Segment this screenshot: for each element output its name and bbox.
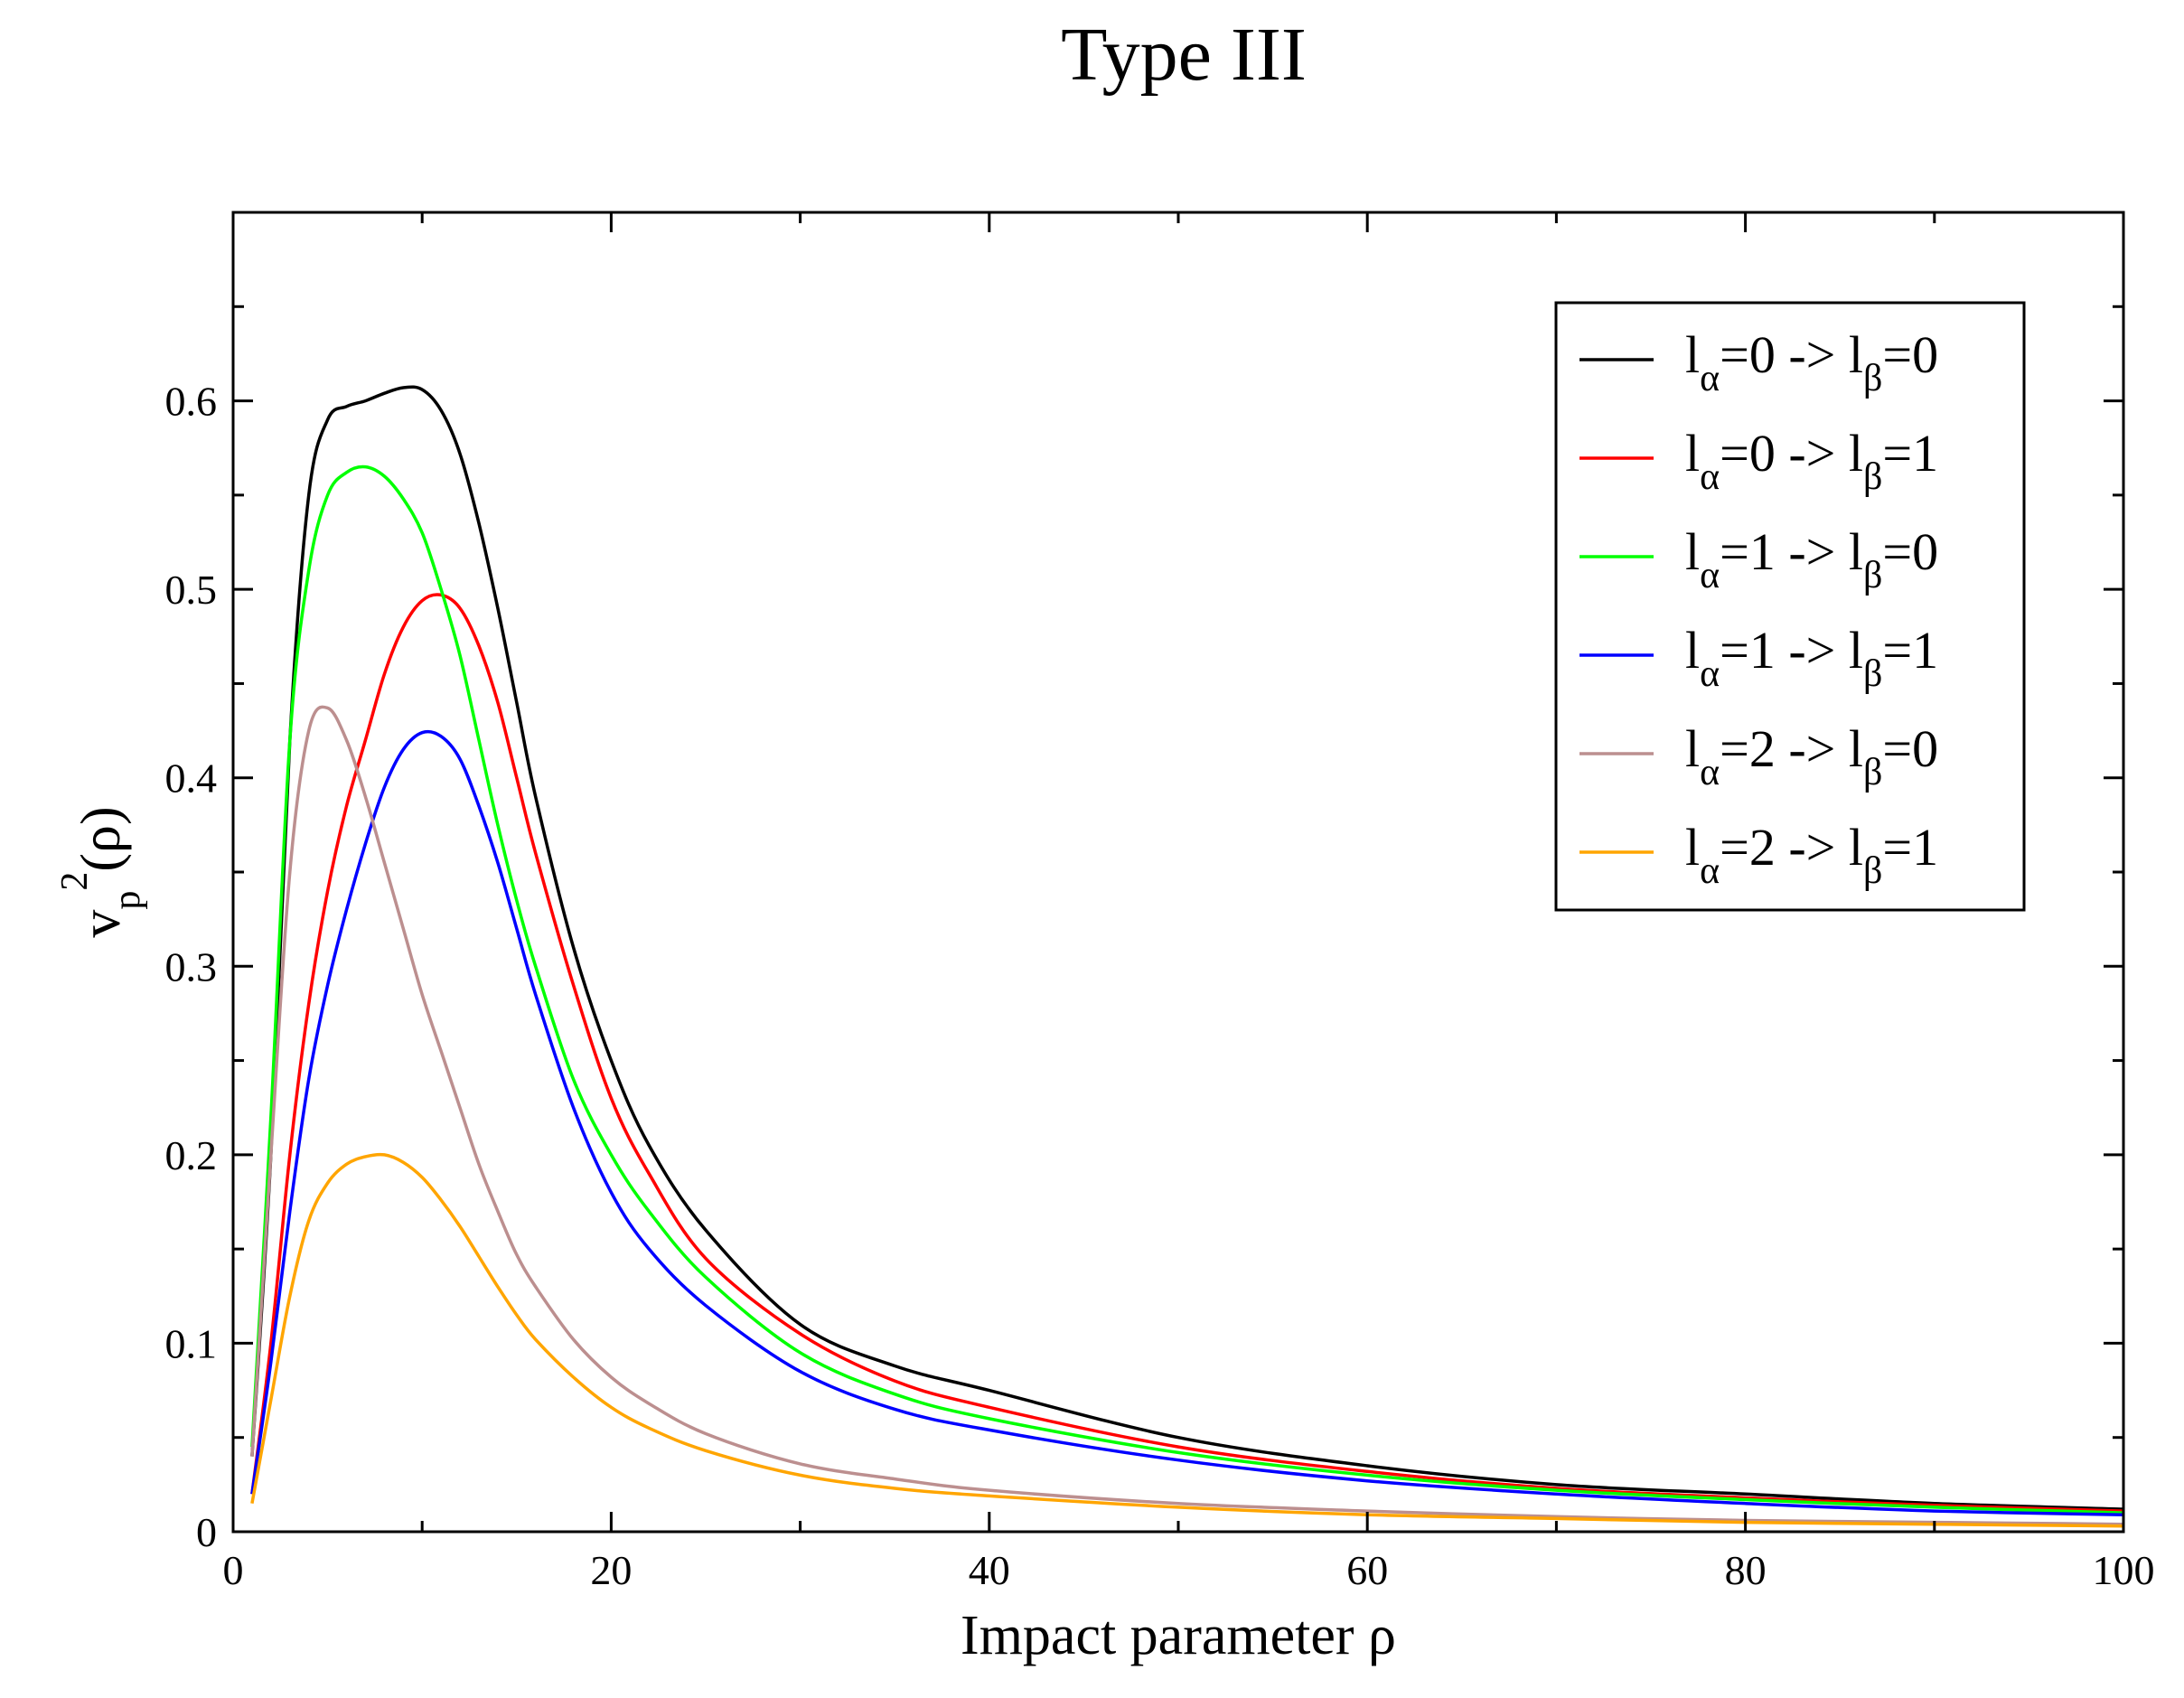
series-line-2 [250, 593, 2124, 1513]
series-line-6 [250, 1152, 2124, 1528]
y-axis-label: vp2(ρ) [54, 806, 148, 937]
series-line-1 [250, 385, 2124, 1511]
y-tick-label: 0.2 [165, 1132, 218, 1178]
svg-text:vp2(ρ): vp2(ρ) [54, 806, 148, 937]
chart-title: Type III [1061, 13, 1307, 97]
legend-box [1554, 301, 2026, 912]
y-tick-label: 0.1 [165, 1320, 218, 1366]
x-tick-label: 40 [969, 1547, 1010, 1593]
y-tick-label: 0 [196, 1509, 217, 1555]
legend-label-3: lα=1 -> lβ=0 [1685, 522, 1938, 596]
y-tick-label: 0.3 [165, 943, 218, 990]
y-tick-label: 0.6 [165, 379, 218, 425]
axis-ticks: 0 20 40 60 80 100 0 0.1 0.2 0.3 0.4 0.5 0.6 [165, 212, 2155, 1593]
x-tick-label: 60 [1346, 1547, 1388, 1593]
series-line-4 [250, 729, 2124, 1516]
x-tick-label: 100 [2093, 1547, 2155, 1593]
series-line-5 [250, 705, 2124, 1526]
x-tick-label: 20 [590, 1547, 632, 1593]
y-tick-label: 0.5 [165, 567, 218, 613]
series-layer [250, 385, 2124, 1528]
legend-label-5: lα=2 -> lβ=0 [1685, 719, 1938, 793]
y-axis-label-suffix: (ρ) [70, 806, 132, 871]
legend-label-2: lα=0 -> lβ=1 [1685, 424, 1938, 498]
series-line-3 [250, 464, 2124, 1515]
x-axis-label: Impact parameter ρ [961, 1605, 1396, 1666]
y-tick-label: 0.4 [165, 755, 218, 802]
legend-label-1: lα=0 -> lβ=0 [1685, 325, 1938, 399]
legend-label-6: lα=2 -> lβ=1 [1685, 818, 1938, 892]
y-axis-label-superscript: 2 [54, 872, 96, 891]
x-tick-label: 80 [1725, 1547, 1767, 1593]
legend: lα=0 -> lβ=0 lα=0 -> lβ=1 lα=1 -> lβ=0 lα=1… [1554, 301, 2026, 912]
x-tick-label: 0 [223, 1547, 244, 1593]
y-axis-label-subscript: p [107, 891, 148, 910]
legend-label-4: lα=1 -> lβ=1 [1685, 621, 1938, 695]
y-axis-label-base: v [70, 910, 132, 938]
